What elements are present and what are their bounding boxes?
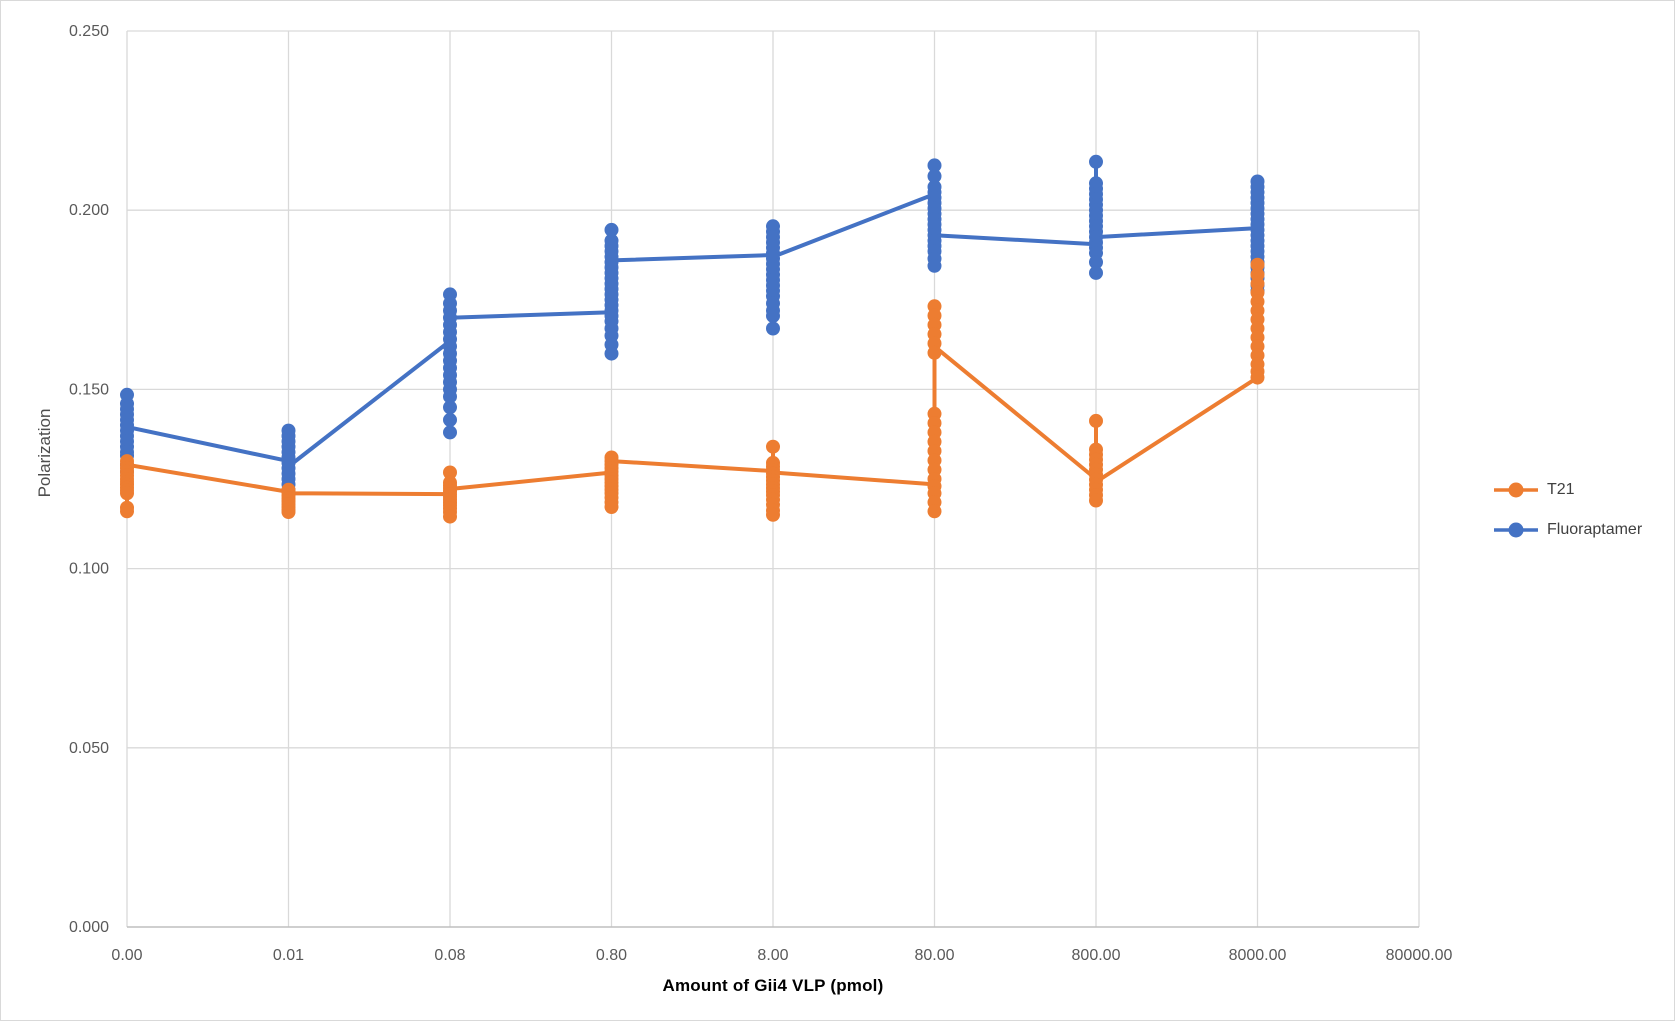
data-point	[766, 321, 780, 336]
data-point	[443, 412, 457, 427]
y-tick-label: 0.050	[69, 740, 109, 757]
legend-label-t21: T21	[1547, 481, 1575, 498]
x-tick-label: 8000.00	[1229, 947, 1287, 964]
data-point	[1089, 265, 1103, 280]
data-point	[443, 509, 457, 524]
data-point	[1250, 370, 1265, 385]
series-line	[125, 262, 1260, 519]
x-tick-label: 8.00	[757, 947, 788, 964]
x-tick-label: 0.00	[111, 947, 142, 964]
data-point	[120, 486, 134, 501]
series-fluoraptamer	[120, 154, 1265, 497]
data-point	[281, 505, 296, 519]
legend-label-fluoraptamer: Fluoraptamer	[1547, 521, 1643, 538]
x-tick-label: 800.00	[1072, 947, 1121, 964]
data-point	[1089, 413, 1103, 428]
x-tick-label: 0.08	[434, 947, 465, 964]
data-point	[604, 346, 619, 361]
series-line	[125, 159, 1260, 492]
x-tick-label: 80000.00	[1386, 947, 1453, 964]
y-tick-label: 0.100	[69, 561, 109, 578]
data-point	[604, 222, 619, 237]
series-t21	[120, 257, 1265, 524]
data-point	[120, 504, 134, 519]
y-tick-label: 0.000	[69, 919, 109, 936]
y-tick-label: 0.200	[69, 202, 109, 219]
data-point	[443, 389, 457, 404]
data-point	[443, 425, 457, 440]
y-axis-title: Polarization	[35, 408, 54, 498]
data-point	[443, 400, 457, 415]
x-axis-title: Amount of Gii4 VLP (pmol)	[662, 976, 884, 995]
data-point	[443, 465, 457, 480]
fluoraptamer-line-marker-icon	[1494, 522, 1538, 538]
t21-line-marker-icon	[1494, 482, 1538, 498]
data-point	[927, 169, 942, 184]
data-point	[927, 345, 942, 360]
data-point	[927, 504, 942, 519]
data-point	[1089, 255, 1103, 270]
data-point	[1089, 154, 1103, 169]
y-tick-labels: 0.000 0.050 0.100 0.150 0.200 0.250	[69, 23, 109, 936]
data-point	[604, 500, 619, 514]
data-point	[1250, 257, 1265, 272]
data-point	[766, 439, 780, 454]
x-tick-label: 0.01	[273, 947, 304, 964]
y-tick-label: 0.250	[69, 23, 109, 40]
legend-item-t21: T21	[1493, 470, 1642, 510]
data-point	[927, 258, 942, 273]
x-tick-labels: 0.00 0.01 0.08 0.80 8.00 80.00 800.00 8000.00 80…	[111, 947, 1452, 964]
data-point	[766, 507, 780, 522]
data-point	[766, 308, 780, 323]
x-tick-label: 80.00	[914, 947, 954, 964]
data-point	[927, 158, 942, 173]
x-tick-label: 0.80	[596, 947, 627, 964]
legend-item-fluoraptamer: Fluoraptamer	[1493, 510, 1642, 550]
y-tick-label: 0.150	[69, 381, 109, 398]
data-point	[1089, 493, 1103, 508]
legend: T21 Fluoraptamer	[1493, 470, 1642, 550]
